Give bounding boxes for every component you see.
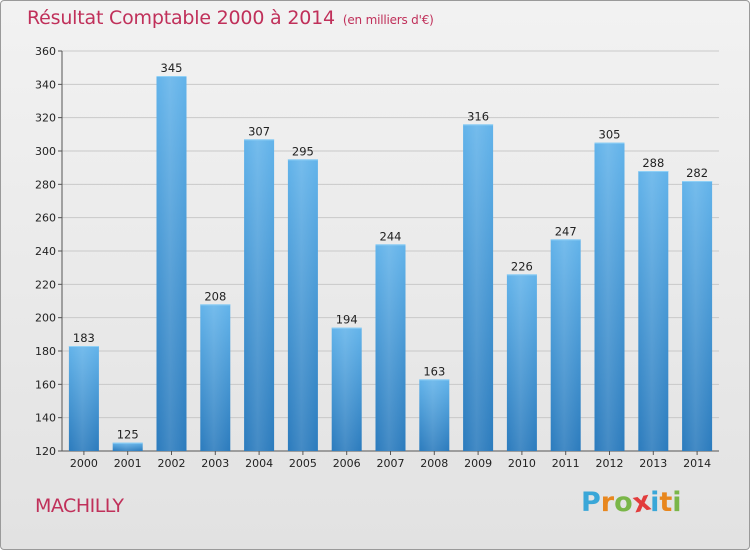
y-tick-label: 200 <box>35 312 56 325</box>
y-tick-label: 340 <box>35 78 56 91</box>
logo-letter: P <box>581 487 601 518</box>
value-label: 307 <box>248 124 270 138</box>
value-label: 345 <box>161 61 183 75</box>
x-tick-label: 2005 <box>289 457 317 470</box>
x-tick-label: 2001 <box>114 457 142 470</box>
y-tick-label: 260 <box>35 212 56 225</box>
bar-shine <box>287 159 318 452</box>
bar-shine <box>331 327 362 451</box>
bar-shine <box>68 346 99 451</box>
x-tick-label: 2003 <box>201 457 229 470</box>
x-tick-label: 2011 <box>552 457 580 470</box>
value-label: 295 <box>292 144 314 158</box>
logo-letter: i <box>650 487 660 518</box>
logo-letter: t <box>659 487 673 518</box>
y-tick-label: 360 <box>35 45 56 58</box>
y-tick-label: 120 <box>35 445 56 458</box>
x-tick-label: 2012 <box>596 457 624 470</box>
x-tick-label: 2009 <box>464 457 492 470</box>
y-tick-label: 140 <box>35 412 56 425</box>
value-label: 226 <box>511 259 533 273</box>
y-tick-label: 320 <box>35 112 56 125</box>
bar-shine <box>638 171 669 451</box>
value-label: 288 <box>642 156 664 170</box>
y-tick-label: 280 <box>35 178 56 191</box>
bar-shine <box>375 244 406 451</box>
bar-shine <box>112 442 143 451</box>
bar-shine <box>594 142 625 451</box>
y-tick-label: 240 <box>35 245 56 258</box>
value-label: 194 <box>336 313 358 327</box>
y-tick-label: 180 <box>35 345 56 358</box>
value-label: 244 <box>380 229 402 243</box>
x-tick-label: 2006 <box>333 457 361 470</box>
x-tick-label: 2000 <box>70 457 98 470</box>
x-tick-label: 2014 <box>683 457 711 470</box>
value-label: 316 <box>467 109 489 123</box>
bar-shine <box>200 304 231 451</box>
value-label: 125 <box>117 428 139 442</box>
bar-shine <box>550 239 581 451</box>
value-label: 163 <box>423 364 445 378</box>
bar-shine <box>463 124 494 451</box>
bars <box>68 76 713 452</box>
value-label: 305 <box>599 128 621 142</box>
logo-letter: r <box>600 487 615 518</box>
commune-name: MACHILLY <box>35 495 124 517</box>
value-label: 183 <box>73 331 95 345</box>
bar-shine <box>506 274 537 451</box>
proxiti-logo: Proxiti <box>581 486 682 520</box>
x-tick-label: 2013 <box>639 457 667 470</box>
bar-shine <box>419 379 450 451</box>
x-tick-label: 2002 <box>158 457 186 470</box>
bar-shine <box>244 139 275 452</box>
value-label: 208 <box>204 289 226 303</box>
x-tick-label: 2004 <box>245 457 273 470</box>
value-label: 247 <box>555 224 577 238</box>
y-tick-label: 220 <box>35 278 56 291</box>
x-tick-label: 2008 <box>420 457 448 470</box>
chart-title-text: Résultat Comptable 2000 à 2014 <box>27 7 335 29</box>
value-label: 282 <box>686 166 708 180</box>
y-tick-label: 160 <box>35 378 56 391</box>
bar-shine <box>156 76 187 451</box>
x-tick-label: 2010 <box>508 457 536 470</box>
labels: 120 140 160 180 200 220 240 260 280 300 320 340 360 1… <box>35 45 711 470</box>
bar-shine <box>682 181 713 451</box>
y-tick-label: 300 <box>35 145 56 158</box>
logo-letter: o <box>614 487 633 518</box>
chart-title: Résultat Comptable 2000 à 2014 (en millie… <box>27 7 434 29</box>
chart-subtitle: (en milliers d'€) <box>342 13 434 27</box>
logo-letter: i <box>672 487 682 518</box>
x-tick-label: 2007 <box>377 457 405 470</box>
